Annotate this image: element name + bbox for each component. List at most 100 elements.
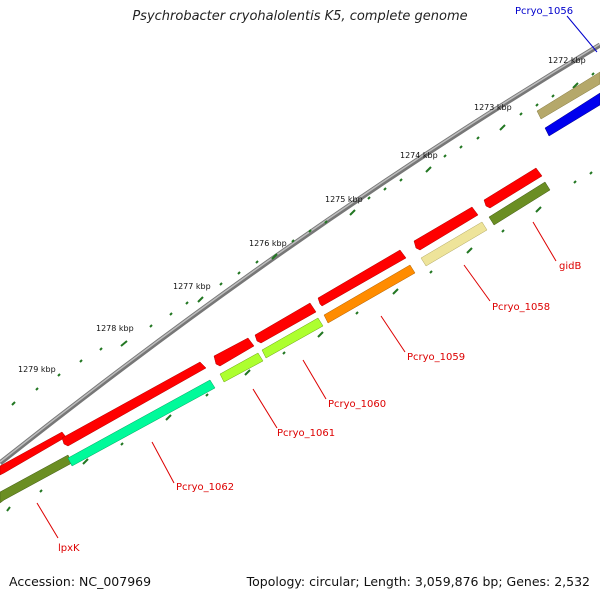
gene-pcryo-1062[interactable] [67,379,216,467]
tick-mark [99,347,103,351]
tick-mark [392,288,399,295]
tick-mark [255,260,259,264]
tick-mark [429,270,433,274]
tick-mark [535,103,539,107]
tick-mark [573,180,577,184]
tick-mark-major [349,209,356,216]
gene-pcryo-1061[interactable] [219,352,264,383]
gene-label[interactable]: Pcryo_1062 [176,482,234,493]
gene-label[interactable]: lpxK [58,543,80,554]
tick-mark-major [120,340,128,347]
tick-mark [551,94,555,98]
leader-line [36,502,59,539]
leader-line [463,264,491,302]
gene-label[interactable]: Pcryo_1061 [277,428,335,439]
tick-mark [57,373,61,377]
tick-mark [399,178,403,182]
tick-mark-major [271,253,278,260]
kbp-label: 1277 kbp [173,282,211,291]
cds-arrow[interactable] [483,167,543,209]
tick-mark [355,311,359,315]
gene-labels: Pcryo_1056 gidB Pcryo_1058 Pcryo_1059 Pc… [58,6,581,554]
tick-mark [324,220,328,224]
cds-arrow[interactable] [213,337,255,367]
gene-pcryo-1056[interactable] [544,92,600,137]
tick-mark [519,112,523,116]
map-title: Psychrobacter cryohalolentis K5, complet… [132,9,468,24]
tick-mark [185,301,189,305]
gene-pcryo-1059[interactable] [323,264,416,324]
kbp-label: 1275 kbp [325,195,363,204]
gene-pcryo-1058[interactable] [420,221,488,267]
tick-mark [535,206,542,213]
label-leaders [36,221,557,539]
gene-label[interactable]: Pcryo_1059 [407,352,465,363]
kbp-label: 1272 kbp [548,56,586,65]
cds-track [0,167,543,476]
tick-mark [244,369,251,376]
tick-mark [219,282,223,286]
gene-upper-olive[interactable] [536,71,600,120]
gene-track [0,71,600,504]
tick-mark [237,271,241,275]
tick-mark [383,187,387,191]
tick-mark [308,229,312,233]
outer-tick-row [11,72,595,406]
tick-mark [79,359,83,363]
tick-mark [443,154,447,158]
kbp-label: 1276 kbp [249,239,287,248]
tick-mark [282,351,286,355]
inner-tick-row [6,171,593,512]
leader-line [302,359,327,400]
tick-mark [291,239,295,243]
gene-label[interactable]: Pcryo_1056 [515,6,573,17]
leader-line [380,315,406,353]
kbp-labels: 1272 kbp 1273 kbp 1274 kbp 1275 kbp 1276… [18,56,586,374]
cds-arrow[interactable] [317,249,407,307]
leader-line-blue [566,15,598,53]
tick-mark [149,324,153,328]
leader-line [532,221,557,262]
tick-mark [591,72,595,76]
tick-mark [476,136,480,140]
tick-mark [6,506,11,512]
tick-mark [35,387,39,391]
accession-text: Accession: NC_007969 [9,574,152,589]
gene-gidB[interactable] [488,181,551,226]
tick-mark [459,145,463,149]
cds-arrow[interactable] [61,361,207,447]
cds-arrow[interactable] [413,206,479,251]
gene-label[interactable]: Pcryo_1060 [328,399,386,410]
tick-mark-major [499,124,506,131]
kbp-label: 1278 kbp [96,324,134,333]
tick-mark [169,312,173,316]
tick-mark [165,414,172,421]
genome-backbone [0,42,600,465]
gene-pcryo-1060[interactable] [261,317,324,359]
tick-mark-major [197,296,204,303]
kbp-label: 1279 kbp [18,365,56,374]
tick-mark [466,247,473,254]
tick-mark [501,229,505,233]
gene-label[interactable]: Pcryo_1058 [492,302,550,313]
tick-mark [11,401,16,406]
genome-backbone-highlight [0,43,600,463]
gene-label[interactable]: gidB [559,261,581,272]
gene-lpxK[interactable] [0,454,73,504]
kbp-label: 1273 kbp [474,103,512,112]
tick-mark-major [572,82,579,89]
tick-mark [82,458,89,465]
tick-mark [120,442,124,446]
tick-mark-major [425,166,432,173]
tick-mark [589,171,593,175]
kbp-label: 1274 kbp [400,151,438,160]
genome-summary-text: Topology: circular; Length: 3,059,876 bp… [246,574,590,589]
cds-arrow[interactable] [254,302,317,344]
leader-line [252,388,278,429]
leader-line [151,441,175,484]
tick-mark [39,489,43,493]
tick-mark [205,393,209,397]
cds-arrow[interactable] [0,431,67,476]
